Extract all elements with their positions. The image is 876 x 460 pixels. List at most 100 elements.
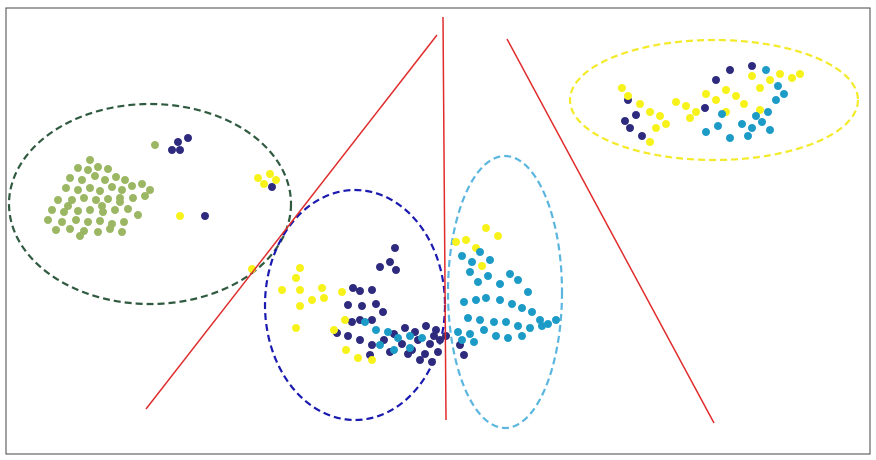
point-cyan-21 xyxy=(464,314,472,322)
point-yellow-26 xyxy=(494,232,502,240)
point-yellow-45 xyxy=(788,74,796,82)
point-green-19 xyxy=(54,196,62,204)
point-cyan-13 xyxy=(482,294,490,302)
point-yellow-15 xyxy=(330,326,338,334)
point-yellow-21 xyxy=(452,238,460,246)
point-cyan-17 xyxy=(528,308,536,316)
point-cyan-57 xyxy=(744,132,752,140)
point-green-9 xyxy=(121,176,129,184)
point-cyan-2 xyxy=(476,248,484,256)
point-green-10 xyxy=(62,184,70,192)
point-cyan-26 xyxy=(526,324,534,332)
point-navy-52 xyxy=(726,66,734,74)
point-green-42 xyxy=(66,225,74,233)
point-navy-14 xyxy=(358,302,366,310)
point-yellow-25 xyxy=(482,224,490,232)
point-cyan-53 xyxy=(780,90,788,98)
point-yellow-37 xyxy=(712,96,720,104)
point-cyan-3 xyxy=(486,256,494,264)
point-navy-20 xyxy=(344,332,352,340)
point-cyan-12 xyxy=(472,296,480,304)
point-navy-12 xyxy=(368,286,376,294)
point-navy-0 xyxy=(174,138,182,146)
point-navy-7 xyxy=(386,258,394,266)
point-yellow-32 xyxy=(662,120,670,128)
point-cyan-4 xyxy=(466,268,474,276)
separator-line-1 xyxy=(145,34,438,410)
point-yellow-0 xyxy=(254,174,262,182)
point-cyan-6 xyxy=(484,272,492,280)
point-green-49 xyxy=(134,211,142,219)
point-green-21 xyxy=(80,194,88,202)
point-yellow-17 xyxy=(338,288,346,296)
point-yellow-20 xyxy=(368,356,376,364)
point-green-47 xyxy=(76,232,84,240)
point-navy-47 xyxy=(632,111,640,119)
point-navy-3 xyxy=(176,146,184,154)
point-cyan-27 xyxy=(538,322,546,330)
point-cyan-40 xyxy=(406,332,414,340)
point-yellow-49 xyxy=(686,114,694,122)
point-green-20 xyxy=(68,196,76,204)
point-green-12 xyxy=(86,184,94,192)
point-yellow-39 xyxy=(732,92,740,100)
point-green-53 xyxy=(64,202,72,210)
point-cyan-36 xyxy=(361,318,369,326)
point-yellow-13 xyxy=(296,302,304,310)
point-cyan-30 xyxy=(480,326,488,334)
point-navy-17 xyxy=(368,316,376,324)
point-navy-27 xyxy=(422,322,430,330)
point-yellow-10 xyxy=(308,296,316,304)
point-yellow-6 xyxy=(296,264,304,272)
point-navy-51 xyxy=(712,76,720,84)
point-green-0 xyxy=(74,164,82,172)
point-green-7 xyxy=(101,176,109,184)
point-cyan-55 xyxy=(774,82,782,90)
separator-lines xyxy=(145,16,715,424)
point-green-28 xyxy=(60,208,68,216)
point-green-34 xyxy=(44,216,52,224)
point-cyan-33 xyxy=(518,332,526,340)
point-yellow-8 xyxy=(278,286,286,294)
point-yellow-44 xyxy=(776,70,784,78)
separator-line-3 xyxy=(506,38,715,424)
point-yellow-40 xyxy=(740,100,748,108)
point-green-52 xyxy=(98,202,106,210)
point-navy-5 xyxy=(268,183,276,191)
point-navy-25 xyxy=(401,324,409,332)
point-navy-49 xyxy=(638,132,646,140)
point-navy-34 xyxy=(434,348,442,356)
point-navy-11 xyxy=(356,287,364,295)
point-cyan-14 xyxy=(496,296,504,304)
point-yellow-14 xyxy=(292,324,300,332)
point-green-46 xyxy=(118,228,126,236)
point-yellow-36 xyxy=(702,90,710,98)
point-yellow-51 xyxy=(756,106,764,114)
point-yellow-28 xyxy=(624,92,632,100)
point-green-5 xyxy=(78,176,86,184)
point-navy-37 xyxy=(398,340,406,348)
point-cyan-41 xyxy=(418,334,426,342)
point-green-27 xyxy=(48,206,56,214)
point-green-36 xyxy=(72,216,80,224)
point-navy-53 xyxy=(748,62,756,70)
point-navy-30 xyxy=(426,340,434,348)
point-cyan-0 xyxy=(458,252,466,260)
point-green-17 xyxy=(138,180,146,188)
point-cyan-10 xyxy=(524,288,532,296)
point-green-33 xyxy=(124,205,132,213)
point-cyan-35 xyxy=(470,338,478,346)
point-yellow-3 xyxy=(272,176,280,184)
point-yellow-12 xyxy=(318,284,326,292)
point-cyan-44 xyxy=(390,346,398,354)
point-yellow-34 xyxy=(682,102,690,110)
point-navy-9 xyxy=(376,263,384,271)
point-navy-54 xyxy=(701,104,709,112)
point-cyan-51 xyxy=(764,108,772,116)
point-cyan-8 xyxy=(506,270,514,278)
point-green-51 xyxy=(116,198,124,206)
point-yellow-11 xyxy=(320,294,328,302)
point-cyan-38 xyxy=(384,328,392,336)
point-green-31 xyxy=(99,208,107,216)
